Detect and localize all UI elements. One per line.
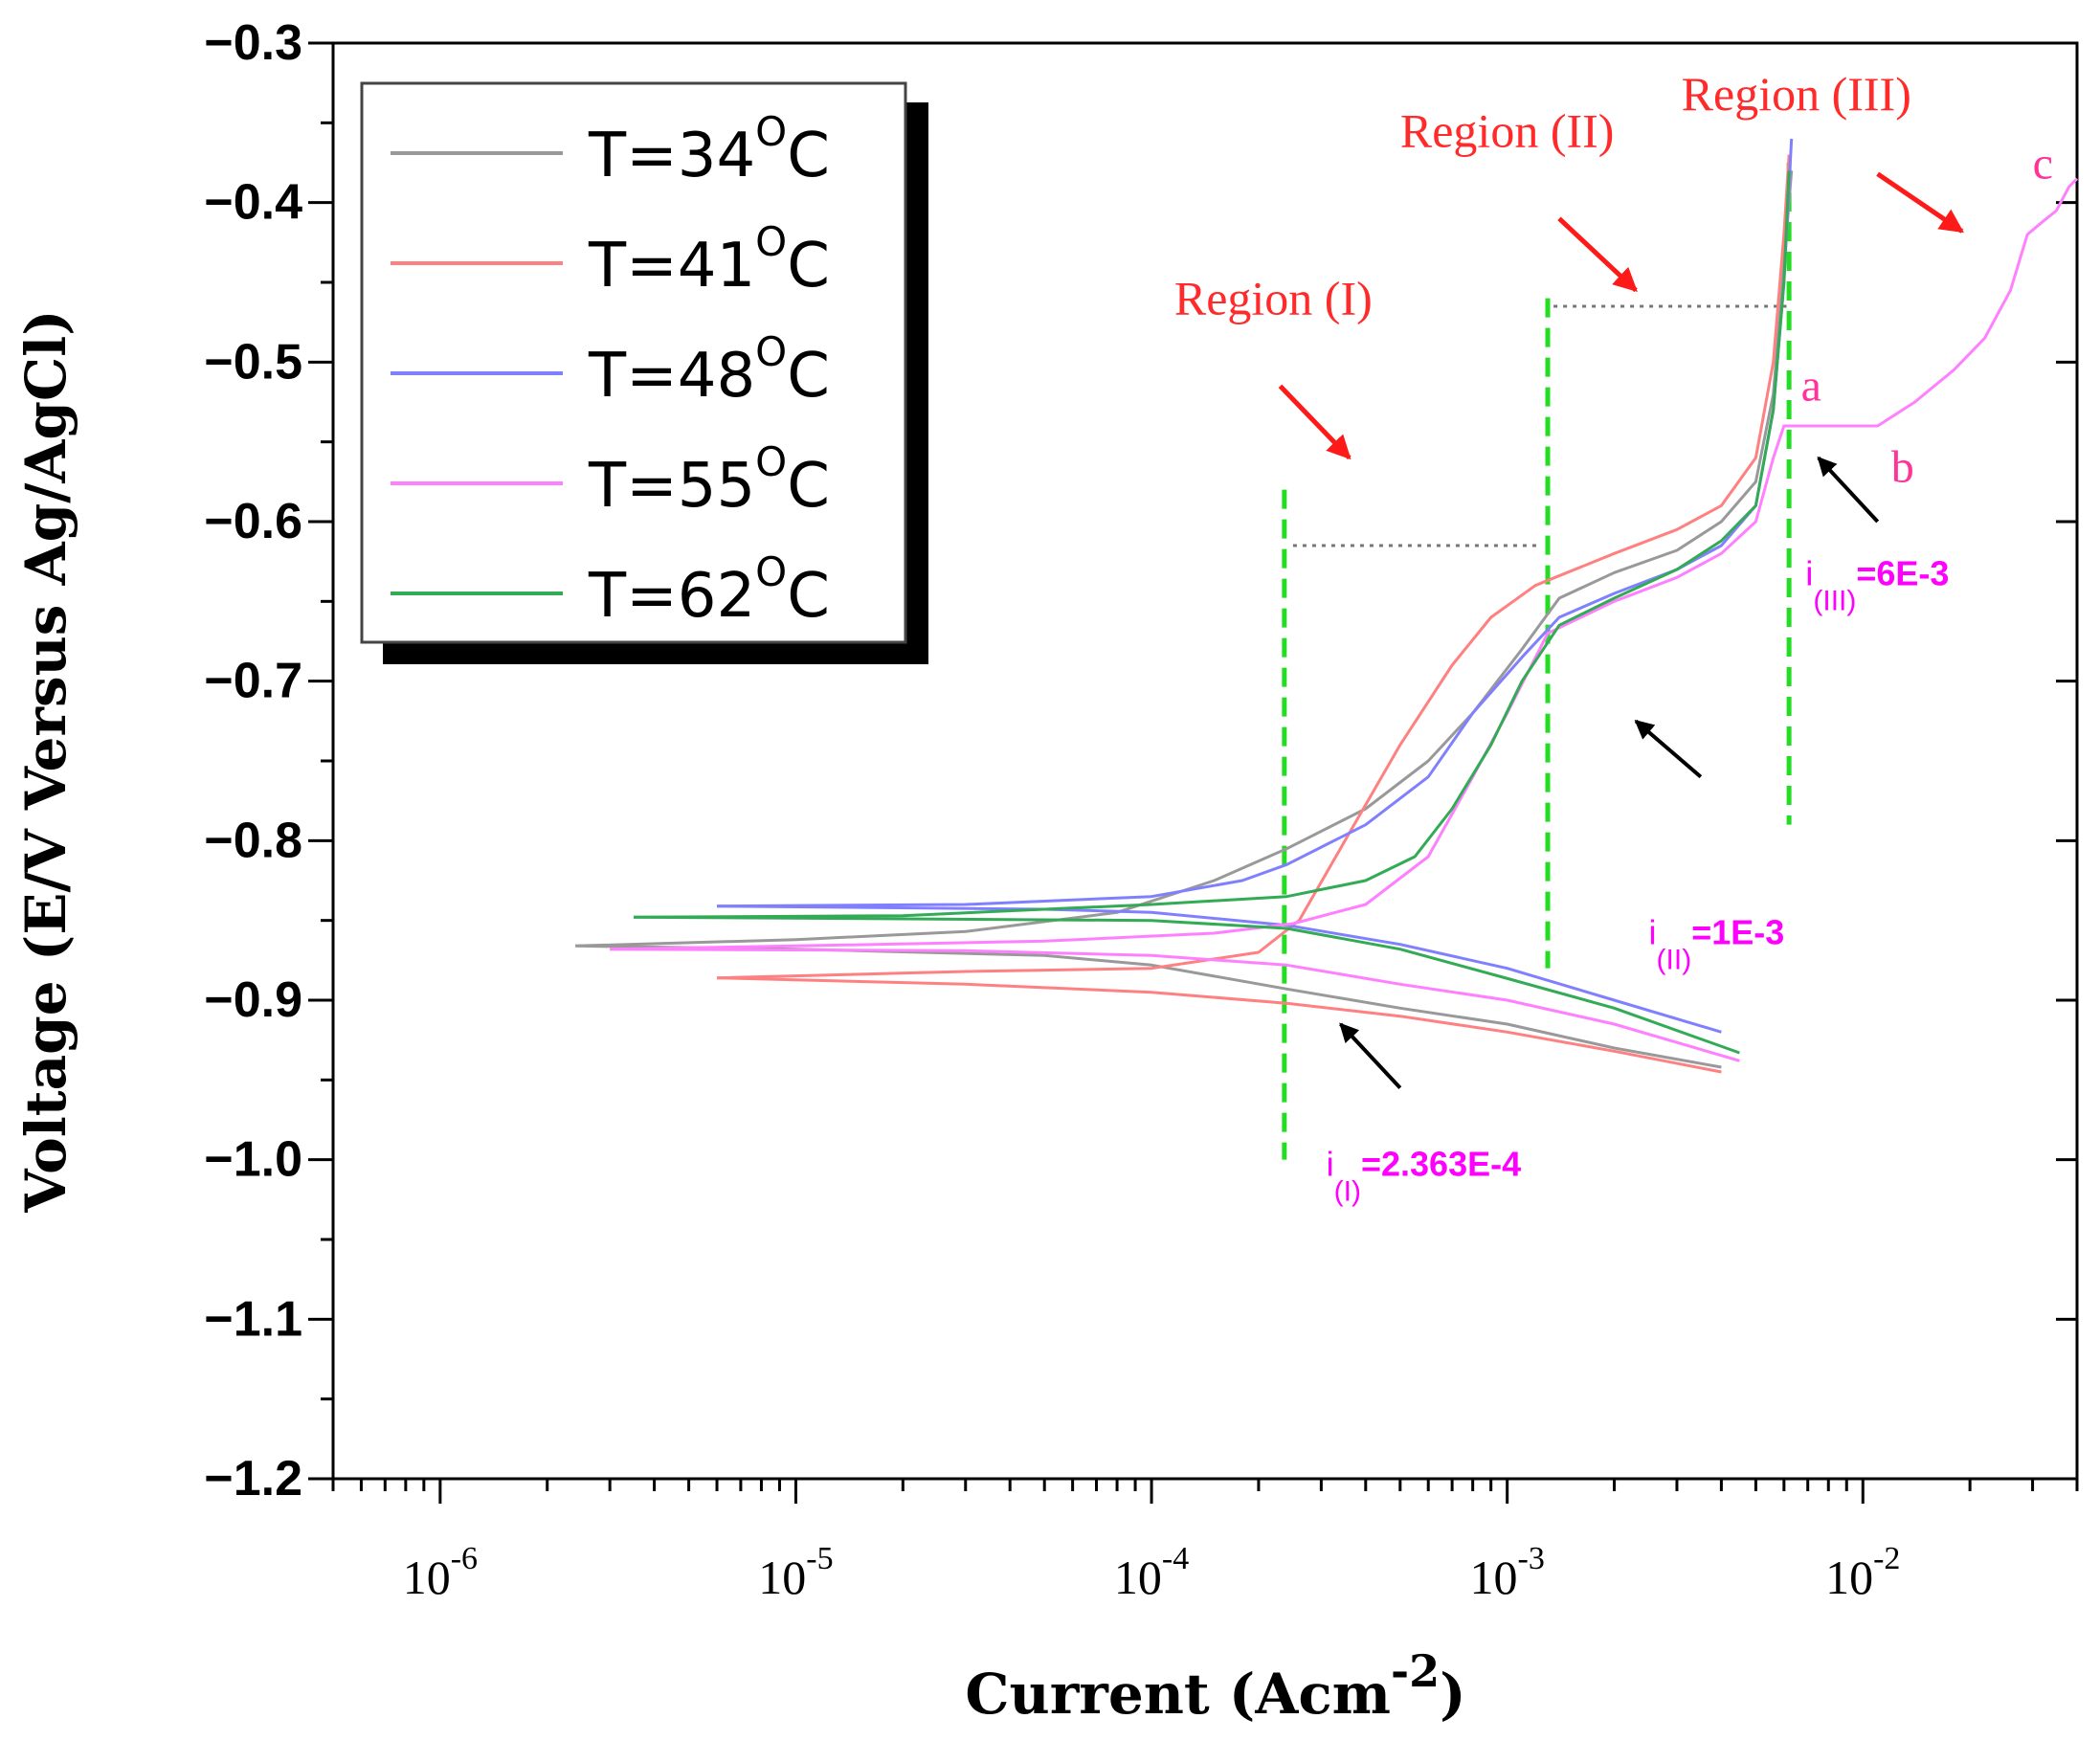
legend-label: T=48OC — [588, 328, 830, 412]
x-tick-exponent: -4 — [1162, 1541, 1189, 1576]
point-label-c: c — [2033, 139, 2053, 190]
region-label: Region (II) — [1400, 103, 1615, 157]
point-label-a: a — [1801, 360, 1821, 411]
x-tick-base: 10 — [1114, 1551, 1162, 1604]
y-tick-label: −0.3 — [204, 15, 302, 71]
current-arrow — [1634, 719, 1703, 779]
point-label-b: b — [1891, 441, 1914, 492]
x-axis-title-close: ) — [1440, 1662, 1465, 1727]
x-tick-base: 10 — [758, 1551, 806, 1604]
region-arrow — [1557, 216, 1638, 293]
y-tick-label: −1.0 — [204, 1132, 302, 1188]
series-line-T34-anodic — [575, 170, 1794, 948]
y-tick-label: −0.6 — [204, 494, 302, 549]
x-axis-title-main: Current (Acm — [965, 1662, 1391, 1727]
series-line-T41-cathodic — [716, 976, 1722, 1074]
x-tick-exponent: -5 — [806, 1541, 833, 1576]
region-label: Region (I) — [1174, 271, 1373, 324]
y-tick-label: −1.1 — [204, 1291, 302, 1347]
current-annotation: i(I)=2.363E-4 — [1327, 1144, 1521, 1207]
legend-box — [360, 81, 907, 644]
x-tick-label: 10-3 — [1470, 1541, 1545, 1604]
x-tick-label: 10-5 — [758, 1541, 833, 1604]
x-tick-base: 10 — [403, 1551, 451, 1604]
x-axis-title-exp: -2 — [1391, 1645, 1440, 1697]
y-tick-label: −0.8 — [204, 813, 302, 868]
current-annotation: i(II)=1E-3 — [1649, 913, 1785, 976]
series-line-T62-anodic — [633, 170, 1791, 919]
x-tick-label: 10-6 — [403, 1541, 478, 1604]
current-arrow — [1817, 456, 1880, 524]
legend-label: T=55OC — [588, 438, 830, 522]
legend: T=34OC T=41OC T=48OC T=55OC T=62OC — [360, 81, 928, 664]
series-line-T55-cathodic — [610, 948, 1740, 1062]
series-layer — [575, 138, 2079, 1074]
x-tick-label: 10-4 — [1114, 1541, 1189, 1604]
y-tick-label: −1.2 — [204, 1451, 302, 1507]
y-axis-title: Voltage (E/V Versus Ag/AgCl) — [13, 309, 78, 1213]
region-arrow — [1278, 384, 1352, 460]
legend-label: T=34OC — [588, 108, 830, 191]
x-tick-base: 10 — [1470, 1551, 1518, 1604]
x-axis-title: Current (Acm-2) — [965, 1645, 1465, 1727]
y-tick-label: −0.7 — [204, 654, 302, 709]
y-tick-label: −0.5 — [204, 334, 302, 390]
current-annotation: i(III)=6E-3 — [1805, 554, 1949, 617]
series-line-T55-anodic — [610, 177, 2079, 951]
current-arrow — [1339, 1022, 1402, 1090]
legend-label: T=62OC — [588, 548, 830, 632]
x-tick-exponent: -2 — [1873, 1541, 1900, 1576]
annotations: Region (I) Region (II) Region (III) i(I)=2.… — [1174, 67, 2053, 1207]
y-tick-label: −0.9 — [204, 972, 302, 1028]
x-tick-base: 10 — [1825, 1551, 1873, 1604]
axis-ticks — [308, 41, 2079, 1504]
legend-items: T=34OC T=41OC T=48OC T=55OC T=62OC — [391, 108, 830, 632]
y-tick-labels: −0.3 −0.4 −0.5 −0.6 −0.7 −0.8 −0.9 −1.0 −1.1 −1.2 — [204, 15, 302, 1507]
series-line-T62-cathodic — [633, 915, 1740, 1055]
x-tick-exponent: -3 — [1518, 1541, 1545, 1576]
x-tick-labels: 10-6 10-5 10-4 10-3 10-2 — [403, 1541, 1901, 1604]
region-arrow — [1876, 171, 1964, 234]
legend-label: T=41OC — [588, 218, 830, 301]
x-tick-label: 10-2 — [1825, 1541, 1900, 1604]
series-line-T41-anodic — [716, 154, 1791, 980]
y-tick-label: −0.4 — [204, 175, 302, 231]
region-label: Region (III) — [1682, 67, 1911, 121]
x-tick-exponent: -6 — [451, 1541, 478, 1576]
